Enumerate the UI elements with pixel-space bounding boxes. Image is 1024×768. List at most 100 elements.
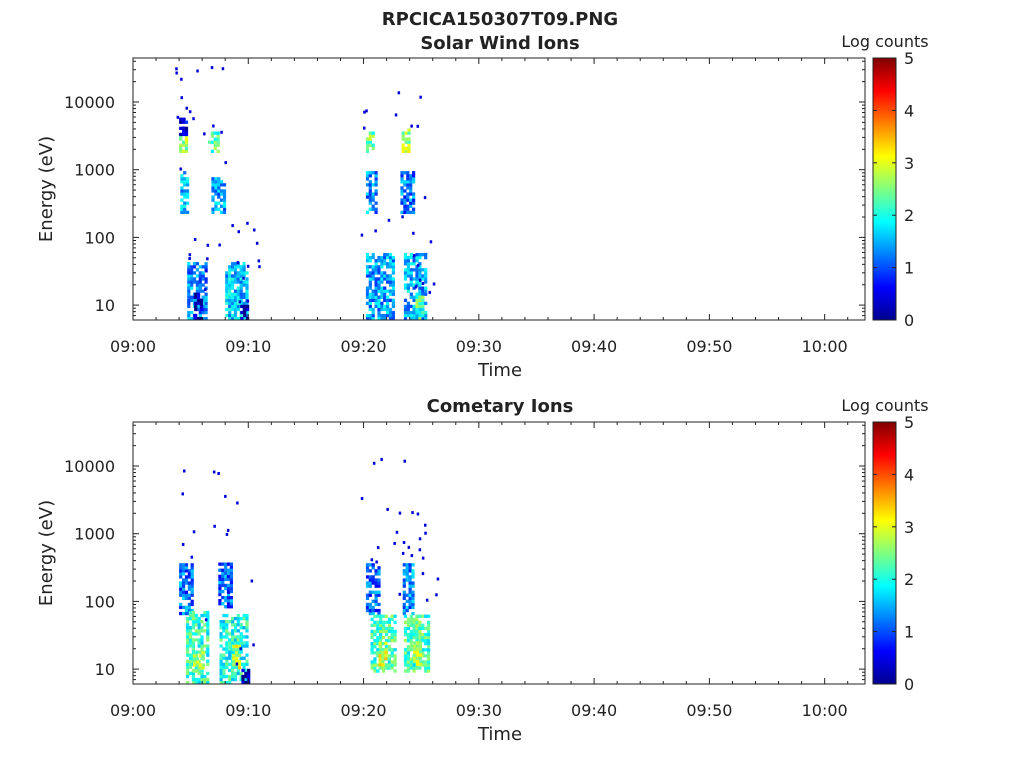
- heatmap-cell: [186, 620, 190, 624]
- heatmap-cell: [191, 644, 195, 648]
- heatmap-cell: [244, 671, 248, 676]
- heatmap-cell: [387, 617, 391, 621]
- heatmap-cell: [225, 623, 229, 627]
- heatmap-cell: [228, 304, 232, 309]
- heatmap-cell: [388, 292, 393, 296]
- heatmap-cell: [409, 317, 413, 321]
- heatmap-cell: [406, 301, 410, 305]
- heatmap-cell: [245, 283, 249, 287]
- heatmap-cell: [239, 626, 243, 630]
- x-tick-label: 09:10: [225, 337, 271, 356]
- heatmap-cell: [368, 140, 372, 144]
- heatmap-cell: [229, 605, 233, 609]
- heatmap-cell: [218, 592, 222, 597]
- heatmap-cell: [383, 292, 387, 296]
- heatmap-cell: [373, 651, 377, 655]
- heatmap-cell: [368, 298, 372, 302]
- heatmap-cell: [236, 289, 240, 293]
- heatmap-cell: [221, 571, 225, 575]
- heatmap-cell: [415, 292, 419, 296]
- heatmap-cell: [412, 307, 416, 312]
- heatmap-cell: [373, 666, 377, 670]
- heatmap-cell: [214, 186, 218, 190]
- heatmap-cell: [421, 282, 425, 285]
- heatmap-cell: [365, 149, 370, 153]
- heatmap-cell: [175, 67, 178, 71]
- heatmap-cell: [226, 577, 231, 581]
- heatmap-cell: [411, 596, 415, 600]
- heatmap-cell: [418, 262, 422, 266]
- heatmap-cell: [186, 192, 190, 196]
- heatmap-cell: [211, 207, 215, 211]
- heatmap-cell: [204, 265, 208, 269]
- heatmap-cell: [416, 653, 420, 657]
- heatmap-cell: [383, 262, 387, 266]
- heatmap-cell: [406, 210, 410, 214]
- heatmap-cell: [233, 313, 238, 318]
- heatmap-cell: [179, 117, 183, 121]
- heatmap-cell: [180, 180, 184, 184]
- heatmap-cell: [200, 671, 204, 676]
- heatmap-cell: [179, 137, 183, 141]
- heatmap-cell: [365, 195, 370, 199]
- heatmap-cell: [194, 653, 198, 657]
- heatmap-cell: [384, 632, 389, 637]
- heatmap-cell: [184, 590, 189, 594]
- heatmap-cell: [384, 629, 389, 634]
- heatmap-cell: [418, 304, 422, 309]
- heatmap-cell: [186, 659, 190, 663]
- heatmap-cell: [220, 130, 223, 134]
- heatmap-cell: [400, 189, 404, 193]
- heatmap-cell: [412, 286, 416, 290]
- heatmap-cell: [236, 641, 240, 645]
- heatmap-cell: [421, 651, 425, 655]
- heatmap-cell: [245, 662, 249, 666]
- heatmap-cell: [217, 195, 221, 199]
- heatmap-cell: [225, 659, 229, 663]
- heatmap-cell: [224, 574, 228, 578]
- heatmap-cell: [218, 577, 222, 581]
- heatmap-cell: [409, 174, 413, 178]
- heatmap-cell: [224, 605, 228, 609]
- heatmap-cell: [187, 581, 191, 585]
- heatmap-cell: [188, 644, 193, 648]
- heatmap-cell: [233, 677, 238, 682]
- heatmap-cell: [224, 562, 228, 566]
- heatmap-cell: [368, 286, 372, 290]
- heatmap-cell: [200, 629, 204, 633]
- heatmap-cell: [176, 115, 180, 119]
- heatmap-cell: [206, 617, 210, 621]
- colorbar-tick-label: 0: [904, 311, 914, 330]
- heatmap-cell: [237, 653, 242, 658]
- heatmap-cell: [246, 264, 250, 268]
- heatmap-cell: [200, 635, 204, 639]
- heatmap-cell: [368, 575, 372, 579]
- heatmap-cell: [233, 271, 238, 275]
- heatmap-cell: [418, 292, 422, 296]
- heatmap-cell: [201, 277, 205, 281]
- heatmap-cell: [187, 602, 191, 607]
- heatmap-cell: [203, 650, 207, 654]
- heatmap-cell: [400, 201, 404, 205]
- heatmap-cell: [377, 584, 381, 588]
- heatmap-cell: [186, 195, 190, 199]
- heatmap-cell: [239, 617, 243, 621]
- heatmap-cell: [245, 313, 249, 318]
- heatmap-cell: [191, 620, 195, 624]
- heatmap-cell: [186, 635, 190, 639]
- heatmap-cell: [390, 666, 394, 670]
- heatmap-cell: [231, 298, 235, 302]
- heatmap-cell: [374, 301, 378, 305]
- heatmap-cell: [370, 635, 374, 640]
- heatmap-cell: [418, 662, 423, 666]
- heatmap-cell: [427, 651, 431, 655]
- heatmap-cell: [232, 660, 236, 664]
- heatmap-cell: [247, 671, 251, 676]
- heatmap-cell: [409, 310, 413, 315]
- heatmap-cell: [391, 286, 395, 290]
- heatmap-cell: [409, 283, 413, 287]
- heatmap-cell: [371, 310, 375, 315]
- heatmap-cell: [192, 277, 197, 281]
- heatmap-cell: [245, 641, 249, 645]
- heatmap-cell: [210, 131, 214, 135]
